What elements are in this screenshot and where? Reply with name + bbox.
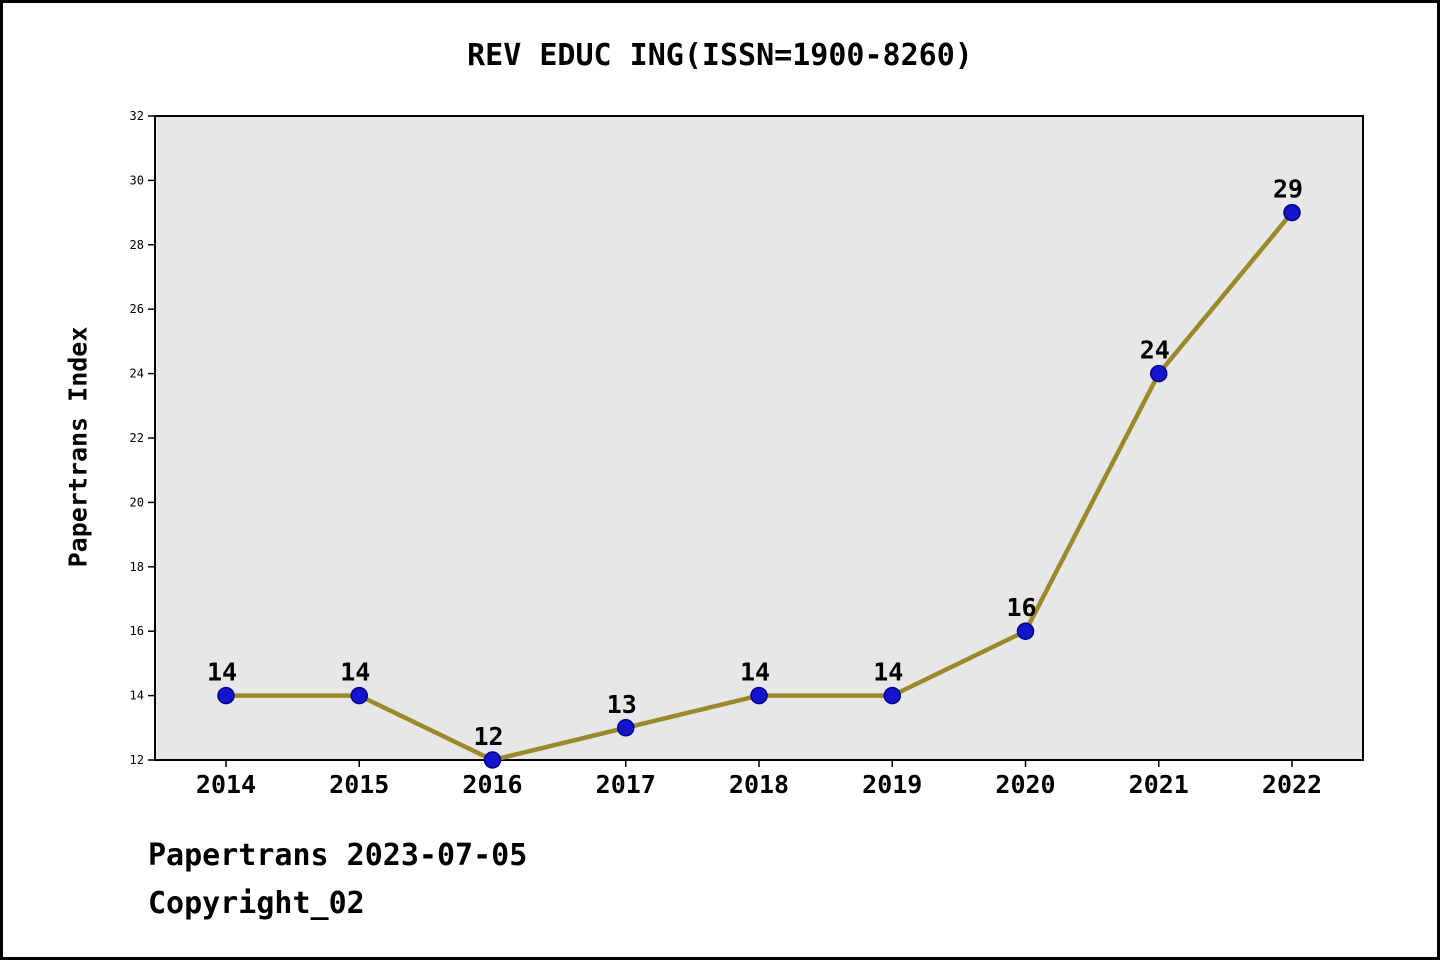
x-tick-label: 2015 xyxy=(329,770,389,799)
y-tick-label: 30 xyxy=(130,173,144,187)
data-point-label: 14 xyxy=(207,658,237,687)
data-point-marker xyxy=(1283,203,1301,222)
y-tick-label: 26 xyxy=(130,302,144,316)
y-tick-label: 24 xyxy=(130,367,144,381)
footer-date: Papertrans 2023-07-05 xyxy=(148,838,528,873)
x-tick-label: 2021 xyxy=(1129,770,1189,799)
x-tick-label: 2018 xyxy=(729,770,789,799)
data-point-label: 14 xyxy=(340,658,370,687)
y-tick-label: 22 xyxy=(130,431,144,445)
y-tick-label: 20 xyxy=(130,495,144,509)
data-point-marker xyxy=(750,686,768,705)
data-point-marker xyxy=(217,686,235,705)
data-point-label: 14 xyxy=(873,658,903,687)
data-point-marker xyxy=(1150,364,1168,383)
data-point-marker xyxy=(483,751,502,769)
data-point-label: 12 xyxy=(473,722,503,751)
y-tick-label: 14 xyxy=(130,689,144,703)
x-tick-label: 2017 xyxy=(596,770,656,799)
data-point-marker xyxy=(617,719,635,737)
x-tick-label: 2016 xyxy=(462,770,522,799)
x-tick-label: 2022 xyxy=(1262,770,1322,799)
data-point-marker xyxy=(1016,622,1035,640)
plot-area xyxy=(154,115,1364,761)
y-tick-label: 18 xyxy=(130,560,144,574)
x-tick-label: 2019 xyxy=(862,770,922,799)
data-point-label: 24 xyxy=(1140,336,1170,365)
chart-title: REV EDUC ING(ISSN=1900-8260) xyxy=(467,38,973,73)
footer-copyright: Copyright_02 xyxy=(148,886,365,921)
data-point-marker xyxy=(350,686,368,705)
y-tick-label: 12 xyxy=(130,753,144,767)
data-point-label: 13 xyxy=(607,690,637,719)
x-tick-label: 2014 xyxy=(196,770,256,799)
data-point-label: 29 xyxy=(1273,175,1303,204)
x-tick-label: 2020 xyxy=(995,770,1055,799)
data-point-label: 16 xyxy=(1006,593,1036,622)
y-tick-label: 32 xyxy=(130,109,144,123)
data-point-label: 14 xyxy=(740,658,770,687)
y-tick-label: 28 xyxy=(130,238,144,252)
y-tick-label: 16 xyxy=(130,624,144,638)
data-point-marker xyxy=(883,686,901,705)
